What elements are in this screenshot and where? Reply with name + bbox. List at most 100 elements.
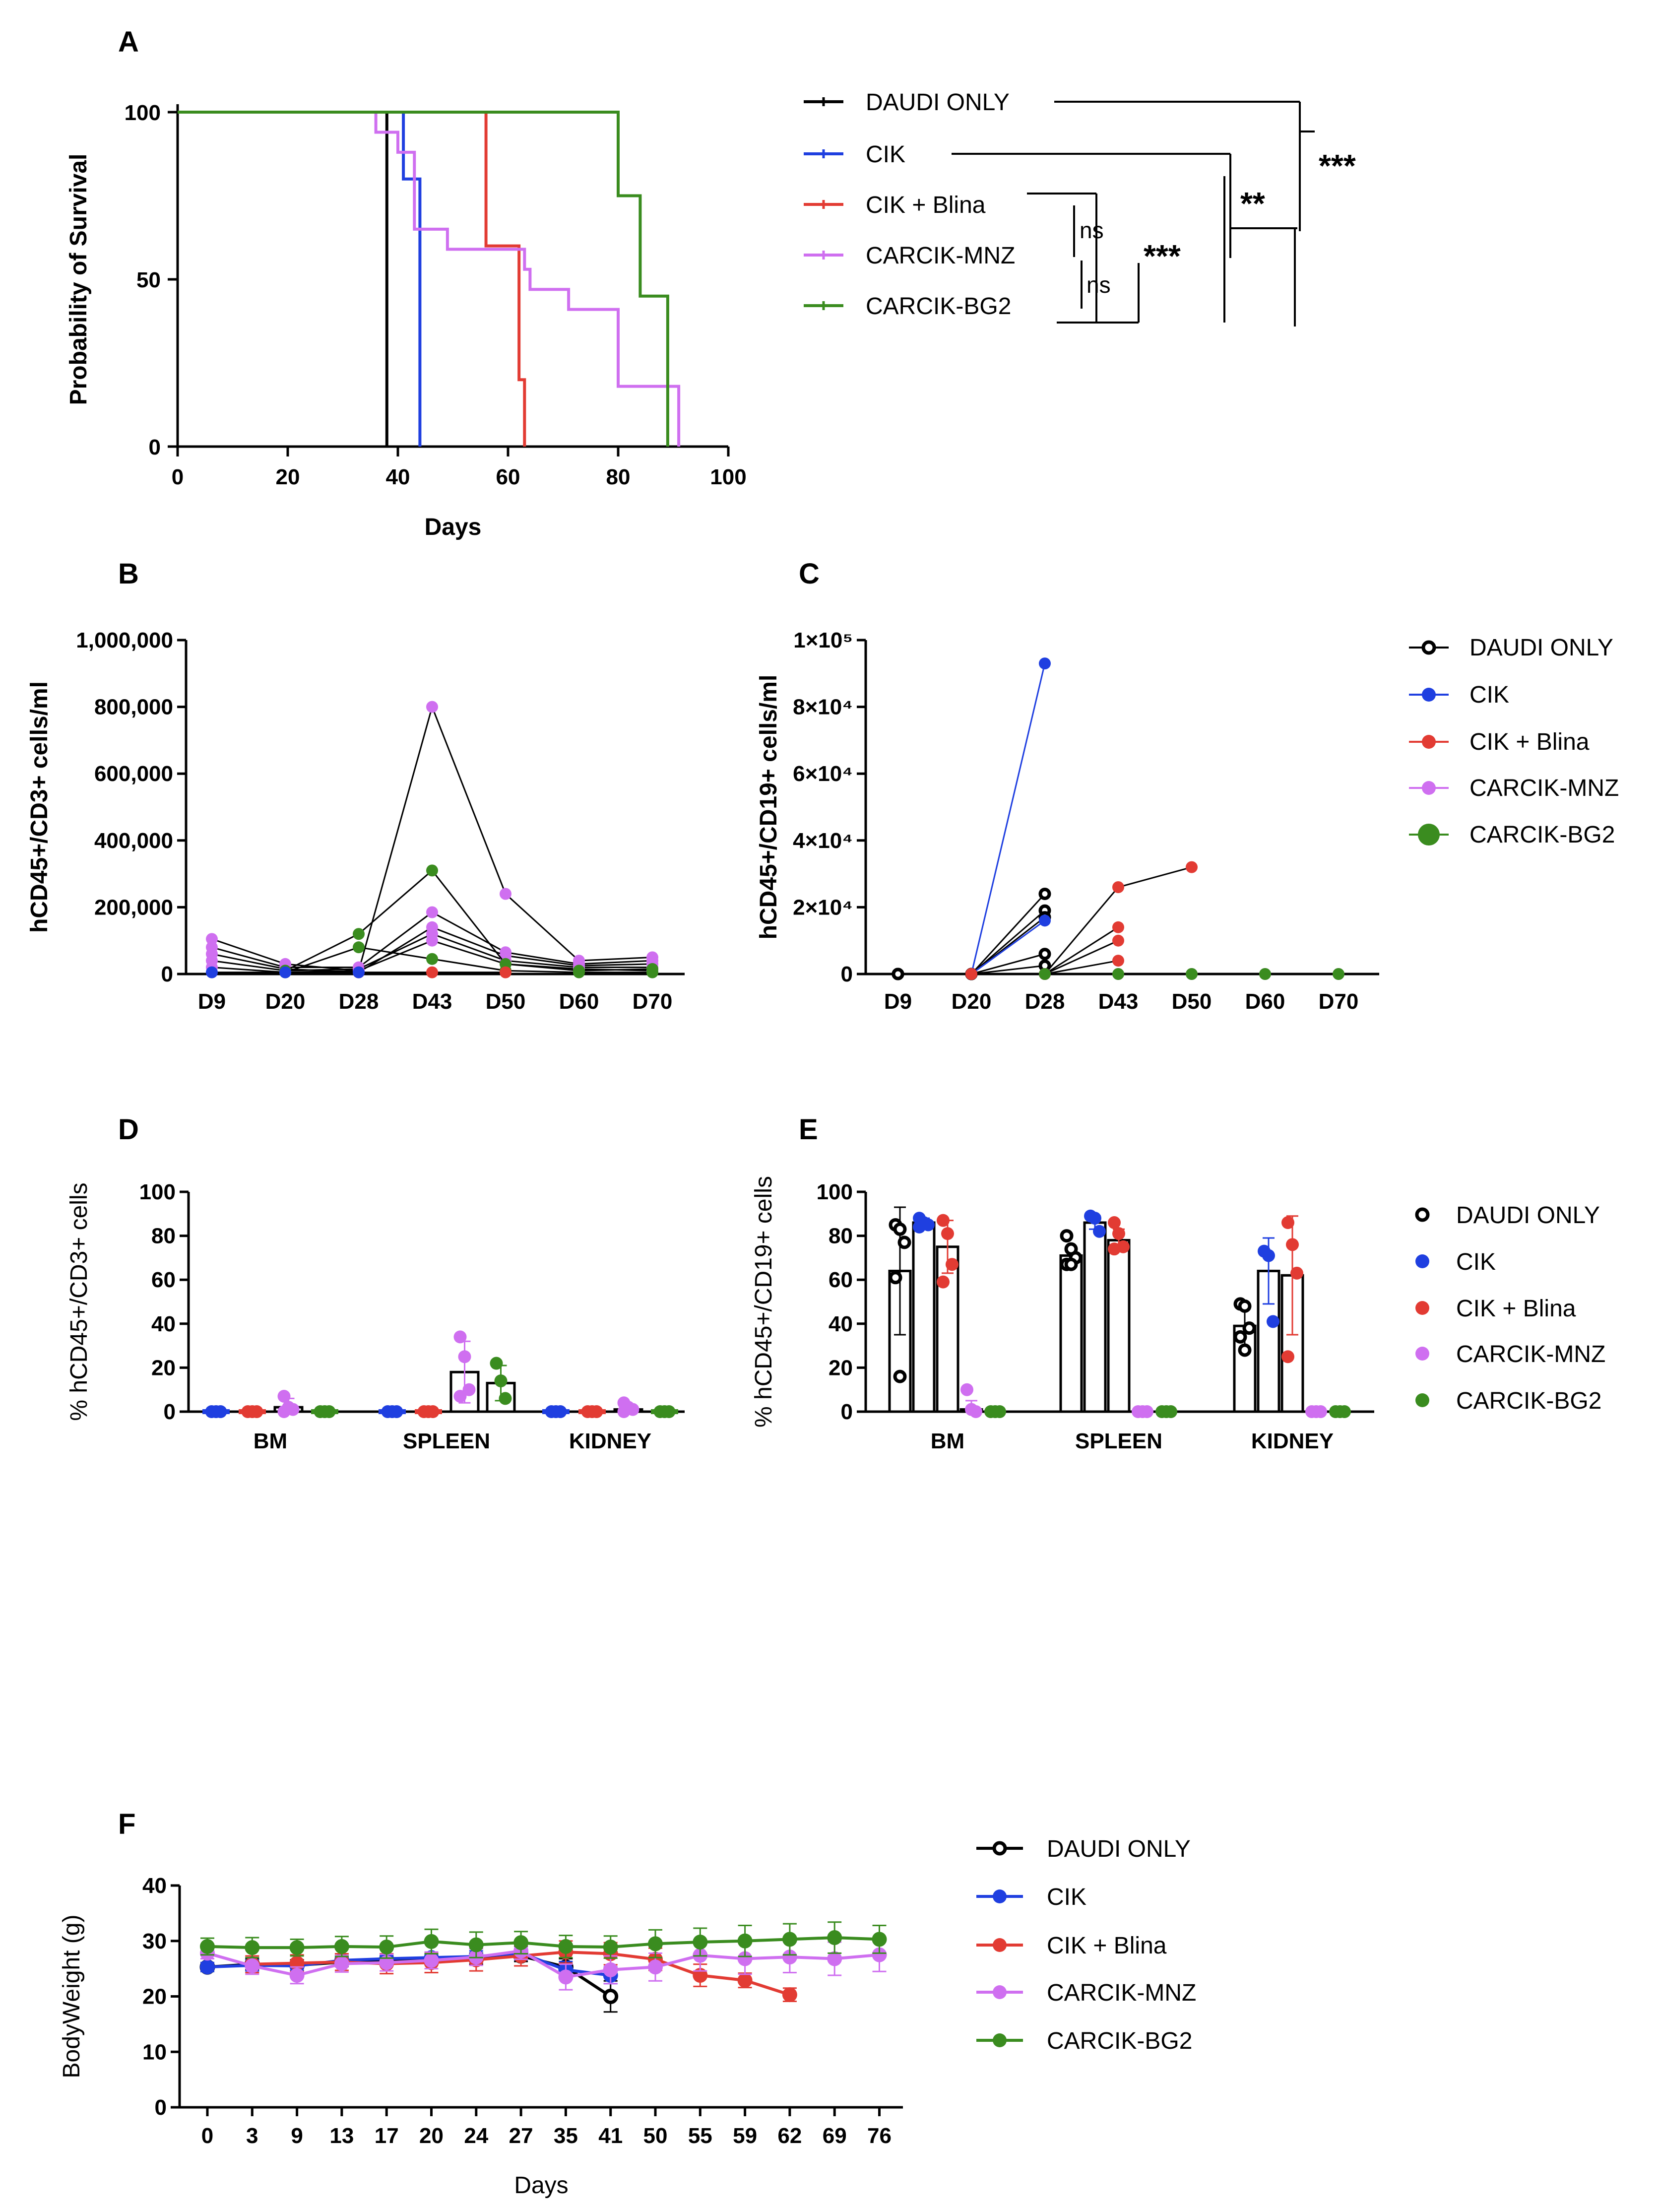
data-point-bg2 (245, 1940, 260, 1955)
data-point-bg2 (573, 966, 585, 978)
panel-a-survival-chart: A 0 20 40 60 80 100 0 50 100 Days Probability of Su… (65, 26, 747, 540)
b-y-tick-label: 600,000 (94, 762, 173, 786)
panel-f-legend: DAUDI ONLY CIK CIK + Blina CARCIK-MNZ CARCIK… (976, 1836, 1196, 2054)
c-y-tick-label: 1×10⁵ (793, 628, 853, 652)
data-point-cik (1093, 1225, 1106, 1238)
x-tick-label: D50 (1172, 989, 1212, 1014)
x-tick-label: D60 (559, 989, 599, 1014)
data-point-bg2 (379, 1940, 394, 1955)
legend-label-blina: CIK + Blina (1047, 1933, 1167, 1959)
data-point-cik (279, 966, 291, 978)
x-tick-label: 41 (598, 2124, 623, 2148)
bar-cik (1083, 1221, 1107, 1413)
data-point-daudi (1242, 1321, 1256, 1335)
data-point-blina (941, 1227, 954, 1240)
legend-label-cik: CIK (1047, 1884, 1086, 1910)
data-point-blina (937, 1214, 950, 1227)
data-point-mnz (426, 906, 438, 918)
data-point-bg2 (468, 1937, 484, 1952)
legend-marker-cik (1415, 1254, 1429, 1268)
data-point-mnz (453, 1389, 467, 1403)
series-line-cik (971, 920, 1045, 975)
panel-d-cd3-tissue: D 0 20 40 60 80 100 % hCD45+/CD3+ cells BM SPLEEN… (66, 1113, 685, 1453)
data-point-mnz (424, 1952, 439, 1968)
series-line-daudi (898, 910, 1045, 975)
data-point-blina (426, 1405, 440, 1418)
legend-marker-mnz (1422, 781, 1436, 795)
data-point-bg2 (1259, 968, 1271, 980)
data-point-bg2 (322, 1405, 336, 1418)
panel-label-c: C (799, 558, 820, 590)
legend-label-blina: CIK + Blina (1469, 729, 1590, 755)
data-point-mnz (289, 1968, 305, 1983)
data-point-bg2 (353, 941, 365, 954)
legend-label-mnz: CARCIK-MNZ (1456, 1341, 1605, 1367)
d-y-tick-label: 0 (164, 1400, 176, 1424)
panel-a-x-tick-label: 20 (276, 465, 300, 489)
data-point-bg2 (334, 1939, 349, 1954)
series-line-bg2 (285, 946, 652, 974)
x-tick-label: 62 (777, 2124, 802, 2148)
d-y-tick-label: 60 (151, 1268, 176, 1292)
data-point-blina (1112, 955, 1124, 967)
data-point-bg2 (737, 1933, 753, 1949)
data-point-mnz (277, 1405, 291, 1418)
data-point-bg2 (662, 1405, 676, 1418)
y-axis-label: BodyWeight (g) (59, 1915, 85, 2079)
series-line-bg2 (285, 869, 653, 972)
x-tick-label: 76 (867, 2124, 892, 2148)
survival-curve-daudi (178, 111, 388, 447)
data-point-mnz (872, 1947, 887, 1962)
data-point-daudi (1064, 1257, 1078, 1271)
data-point-blina (1112, 881, 1124, 894)
x-tick-label: SPLEEN (403, 1429, 490, 1453)
c-y-tick-label: 8×10⁴ (793, 695, 853, 719)
panel-a-x-tick-label: 0 (172, 465, 184, 489)
data-point-blina (937, 1275, 950, 1289)
legend-label-mnz: CARCIK-MNZ (1469, 775, 1619, 801)
x-tick-label: D43 (1098, 989, 1139, 1014)
data-point-blina (500, 966, 511, 978)
data-point-cik (1039, 657, 1051, 670)
data-point-daudi (603, 1989, 619, 2004)
legend-marker-daudi (1421, 640, 1436, 655)
data-point-daudi (1238, 1343, 1252, 1357)
data-point-blina (1112, 934, 1124, 947)
data-point-blina (1112, 1227, 1125, 1240)
data-point-mnz (617, 1405, 631, 1418)
panel-c-cd19-timecourse: C 0 2×10⁴ 4×10⁴ 6×10⁴ 8×10⁴ 1×10⁵ D9 D20 D28 D43 D5… (756, 558, 1379, 1014)
data-point-blina (946, 1258, 958, 1271)
survival-curve-blina (178, 111, 526, 447)
data-point-blina (426, 966, 438, 978)
x-tick-label: 35 (554, 2124, 578, 2148)
data-point-daudi (893, 1369, 907, 1383)
x-tick-label: BM (931, 1429, 964, 1453)
data-point-cik (913, 1220, 926, 1234)
panel-a-x-tick-label: 60 (496, 465, 520, 489)
data-point-bg2 (426, 864, 438, 877)
data-point-blina (1108, 1216, 1121, 1230)
data-point-mnz (245, 1958, 260, 1974)
data-point-daudi (897, 1236, 911, 1249)
x-tick-label: D60 (1245, 989, 1285, 1014)
significance-ns-2: ns (1086, 272, 1111, 298)
data-point-mnz (1141, 1405, 1153, 1418)
x-tick-label: D9 (884, 989, 912, 1014)
data-point-bg2 (693, 1934, 708, 1950)
data-point-mnz (462, 1383, 476, 1396)
panel-b-cd3-timecourse: B 0 200,000 400,000 600,000 800,000 1,000,000 D… (26, 558, 685, 1014)
legend-marker-daudi (992, 1841, 1007, 1856)
data-point-blina (590, 1405, 603, 1418)
data-point-mnz (334, 1956, 349, 1971)
legend-marker-blina (993, 1938, 1007, 1952)
survival-curve-mnz (178, 111, 681, 447)
x-tick-label: 55 (688, 2124, 712, 2148)
legend-label-cik: CIK (1469, 682, 1509, 708)
x-tick-label: 27 (509, 2124, 533, 2148)
x-tick-label: 20 (419, 2124, 444, 2148)
b-y-tick-label: 400,000 (94, 829, 173, 853)
data-point-blina (1186, 861, 1198, 873)
survival-curve-bg2 (178, 111, 669, 447)
data-point-mnz (603, 1962, 618, 1977)
